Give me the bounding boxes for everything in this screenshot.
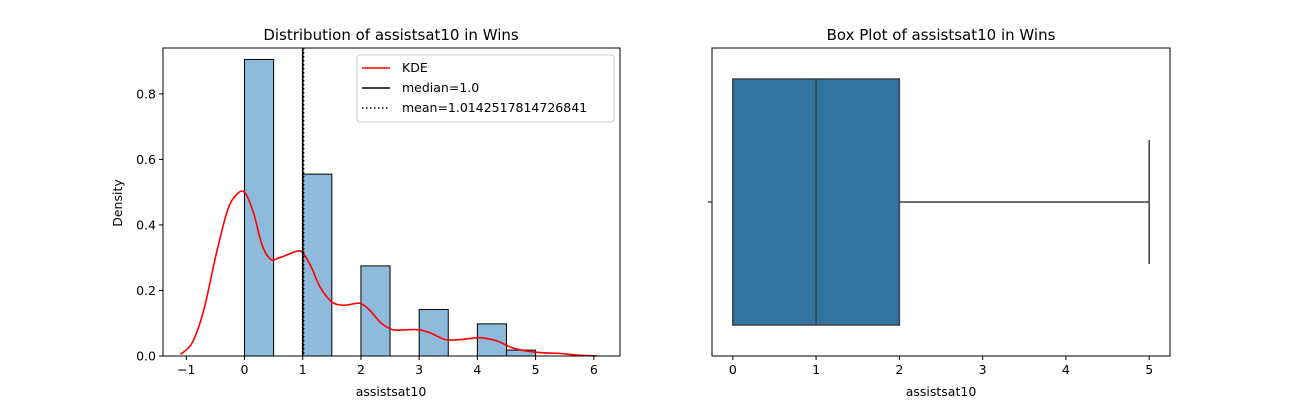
histogram-y-tick-label: 0.2 (136, 283, 156, 298)
histogram-x-tick-label: 5 (532, 362, 540, 377)
legend-kde-label: KDE (402, 60, 428, 75)
histogram-bar-1 (302, 173, 333, 357)
legend-frame (356, 54, 615, 123)
boxplot-x-tick-label: 4 (1062, 362, 1070, 377)
legend-median-label: median=1.0 (402, 80, 479, 95)
boxplot-x-tick-label: 3 (979, 362, 987, 377)
boxplot-title: Box Plot of assistsat10 in Wins (827, 26, 1056, 44)
histogram-y-label: Density (110, 179, 125, 227)
histogram-y-tick-label: 0.4 (136, 217, 156, 232)
histogram-y-tick-label: 0.8 (136, 86, 156, 101)
histogram-bar-0 (244, 58, 275, 357)
kde-line (179, 190, 597, 357)
boxplot-x-tick-label: 0 (729, 362, 737, 377)
legend-mean-label: mean=1.0142517814726841 (402, 100, 587, 115)
boxplot-x-ticks: 0 1 2 3 4 5 (729, 356, 1153, 377)
histogram-x-label: assistsat10 (356, 384, 427, 399)
histogram-bar-2 (360, 265, 391, 357)
histogram-y-tick-label: 0.0 (136, 349, 156, 364)
boxplot-marks (732, 78, 1150, 326)
histogram-x-tick-label: 3 (415, 362, 423, 377)
boxplot-x-tick-label: 1 (812, 362, 820, 377)
histogram-x-tick-label: 4 (473, 362, 481, 377)
boxplot-chart: Box Plot of assistsat10 in Wins 0 1 2 3 4 5 a… (708, 26, 1171, 399)
histogram-x-tick-label: −1 (177, 362, 195, 377)
histogram-title: Distribution of assistsat10 in Wins (263, 26, 519, 44)
histogram-y-tick-label: 0.6 (136, 152, 156, 167)
histogram-legend: KDE median=1.0 mean=1.0142517814726841 (356, 54, 615, 123)
boxplot-x-label: assistsat10 (906, 384, 977, 399)
boxplot-x-tick-label: 5 (1145, 362, 1153, 377)
histogram-y-ticks: 0.0 0.2 0.4 0.6 0.8 (136, 86, 163, 364)
boxplot-x-tick-label: 2 (895, 362, 903, 377)
histogram-x-tick-label: 6 (590, 362, 598, 377)
histogram-x-tick-label: 1 (299, 362, 307, 377)
histogram-chart: Distribution of assistsat10 in Wins −1 0 1… (110, 26, 621, 399)
histogram-axes-frame (162, 47, 621, 357)
histogram-x-ticks: −1 0 1 2 3 4 5 6 (177, 356, 598, 377)
histogram-x-tick-label: 2 (357, 362, 365, 377)
histogram-bar-3 (418, 308, 449, 357)
histogram-x-tick-label: 0 (241, 362, 249, 377)
